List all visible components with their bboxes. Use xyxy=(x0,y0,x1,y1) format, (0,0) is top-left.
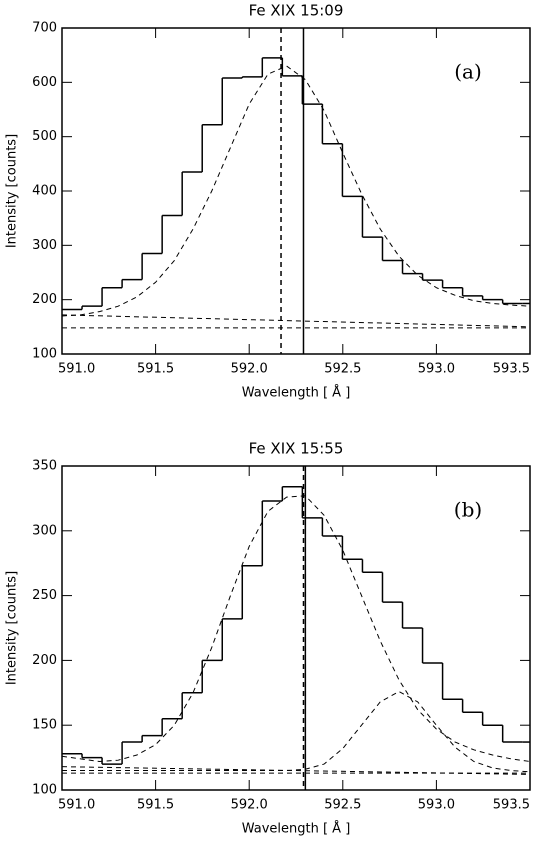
fit-curve xyxy=(61,495,531,762)
y-tick-label: 250 xyxy=(32,588,57,603)
y-axis-label: Intensity [counts] xyxy=(5,134,20,248)
x-tick-label: 591.0 xyxy=(58,362,95,377)
x-axis-label: Wavelength [ Å ] xyxy=(242,821,351,837)
x-tick-label: 593.0 xyxy=(418,798,455,813)
chart-title: Fe XIX 15:55 xyxy=(249,440,344,458)
x-axis-label: Wavelength [ Å ] xyxy=(242,385,351,401)
x-tick-label: 593.0 xyxy=(418,362,455,377)
plot-frame xyxy=(61,27,531,355)
x-tick-label: 592.0 xyxy=(231,362,268,377)
x-tick-label: 593.5 xyxy=(493,362,530,377)
x-tick-label: 593.5 xyxy=(493,798,530,813)
y-tick-label: 100 xyxy=(32,347,57,362)
y-tick-label: 200 xyxy=(32,292,57,307)
y-tick-label: 500 xyxy=(32,129,57,144)
y-axis-label: Intensity [counts] xyxy=(5,571,20,685)
y-tick-label: 150 xyxy=(32,718,57,733)
x-tick-label: 592.5 xyxy=(324,798,361,813)
x-tick-label: 591.0 xyxy=(58,798,95,813)
y-tick-label: 300 xyxy=(32,238,57,253)
y-tick-label: 300 xyxy=(32,523,57,538)
plot-frame xyxy=(61,465,531,791)
y-tick-label: 350 xyxy=(32,459,57,474)
y-tick-label: 100 xyxy=(32,783,57,798)
fit-curve xyxy=(61,65,531,317)
annotation: (b) xyxy=(454,498,482,522)
annotation: (a) xyxy=(454,60,482,84)
y-tick-label: 200 xyxy=(32,653,57,668)
x-tick-label: 591.5 xyxy=(137,362,174,377)
x-tick-label: 591.5 xyxy=(137,798,174,813)
x-tick-label: 592.5 xyxy=(324,362,361,377)
x-tick-label: 592.0 xyxy=(231,798,268,813)
chart-title: Fe XIX 15:09 xyxy=(249,2,344,20)
y-tick-label: 400 xyxy=(32,184,57,199)
y-tick-label: 700 xyxy=(32,21,57,36)
y-tick-label: 600 xyxy=(32,75,57,90)
fit-curve xyxy=(62,690,531,773)
fit-curve xyxy=(61,314,531,328)
